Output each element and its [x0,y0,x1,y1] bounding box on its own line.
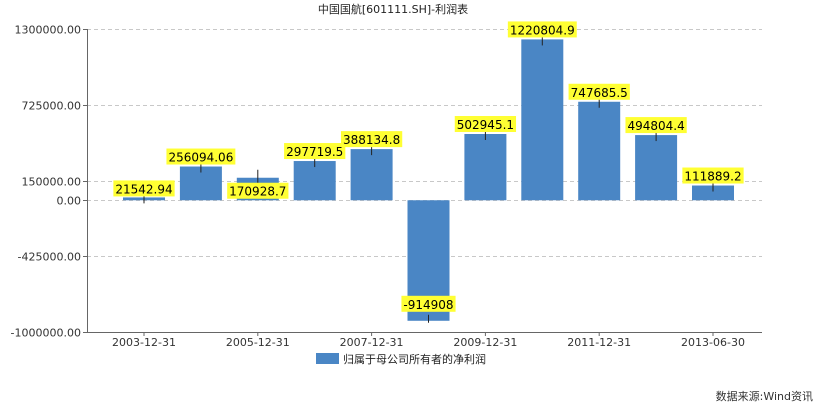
bars [123,31,734,323]
legend-swatch [316,353,339,364]
data-label-bg [507,21,577,38]
legend: 归属于母公司所有者的净利润 [316,352,486,366]
data-label-bg [454,116,517,133]
data-label-text: 1220804.9 [510,23,575,37]
bar [293,161,336,201]
bar [635,135,678,201]
data-label-text: 111889.2 [684,170,741,184]
bar [464,134,507,201]
y-tick-label: 150000.00 [22,176,82,189]
y-tick-label: 1300000.00 [15,24,81,37]
data-label: 170928.7 [227,182,289,199]
x-tick-label: 2007-12-31 [340,336,404,349]
data-label: 1220804.9 [507,21,577,38]
axes [87,29,762,333]
data-label-bg [113,180,175,197]
data-label: 297719.5 [284,143,346,160]
chart-title: 中国国航[601111.SH]-利润表 [318,2,468,16]
data-label: 111889.2 [682,167,744,184]
y-tick-label: -425000.00 [18,251,81,264]
x-axis-ticks: 2003-12-31 2005-12-31 2007-12-31 2009-12-31… [112,332,745,349]
data-label-text: 21542.94 [115,182,172,196]
data-label-bg [625,117,687,134]
data-label-text: 388134.8 [343,133,400,147]
data-label: 388134.8 [340,131,403,148]
y-tick-label: -1000000.00 [11,327,81,340]
data-label: 747685.5 [568,83,630,100]
y-tick-label: 0.00 [57,195,82,208]
data-source: 数据来源:Wind资讯 [716,389,813,403]
data-label: 21542.94 [113,180,175,197]
x-tick-label: 2011-12-31 [567,336,631,349]
data-label-text: -914908 [403,298,453,312]
data-label: 502945.1 [454,116,517,133]
data-label-bg [340,131,403,148]
bar [578,101,621,201]
y-tick-label: 725000.00 [22,100,82,113]
data-label-bg [682,167,744,184]
data-label: -914908 [401,295,456,312]
data-label-text: 297719.5 [286,145,343,159]
x-tick-label: 2005-12-31 [226,336,290,349]
data-label-text: 170928.7 [229,185,286,199]
x-tick-label: 2003-12-31 [112,336,176,349]
data-label-bg [284,143,346,160]
data-label: 256094.06 [166,148,236,165]
x-tick-label: 2013-06-30 [681,336,745,349]
bar [350,149,393,201]
data-label-bg [166,148,236,165]
data-labels: 21542.94 256094.06 170928.7 297719.5388134.… [113,21,744,312]
data-label-text: 256094.06 [168,151,233,165]
data-label-bg [227,182,289,199]
data-label-bg [401,295,456,312]
data-label-bg [568,83,630,100]
x-tick-label: 2009-12-31 [453,336,517,349]
data-label-text: 502945.1 [457,118,514,132]
y-axis-ticks: 1300000.00 725000.00 150000.00 0.00 -425000.… [11,24,87,340]
data-label-text: 494804.4 [627,119,684,133]
bar [521,39,564,201]
data-label-text: 747685.5 [571,86,628,100]
bar [692,185,734,201]
legend-label: 归属于母公司所有者的净利润 [343,352,486,366]
data-label: 494804.4 [625,117,687,134]
